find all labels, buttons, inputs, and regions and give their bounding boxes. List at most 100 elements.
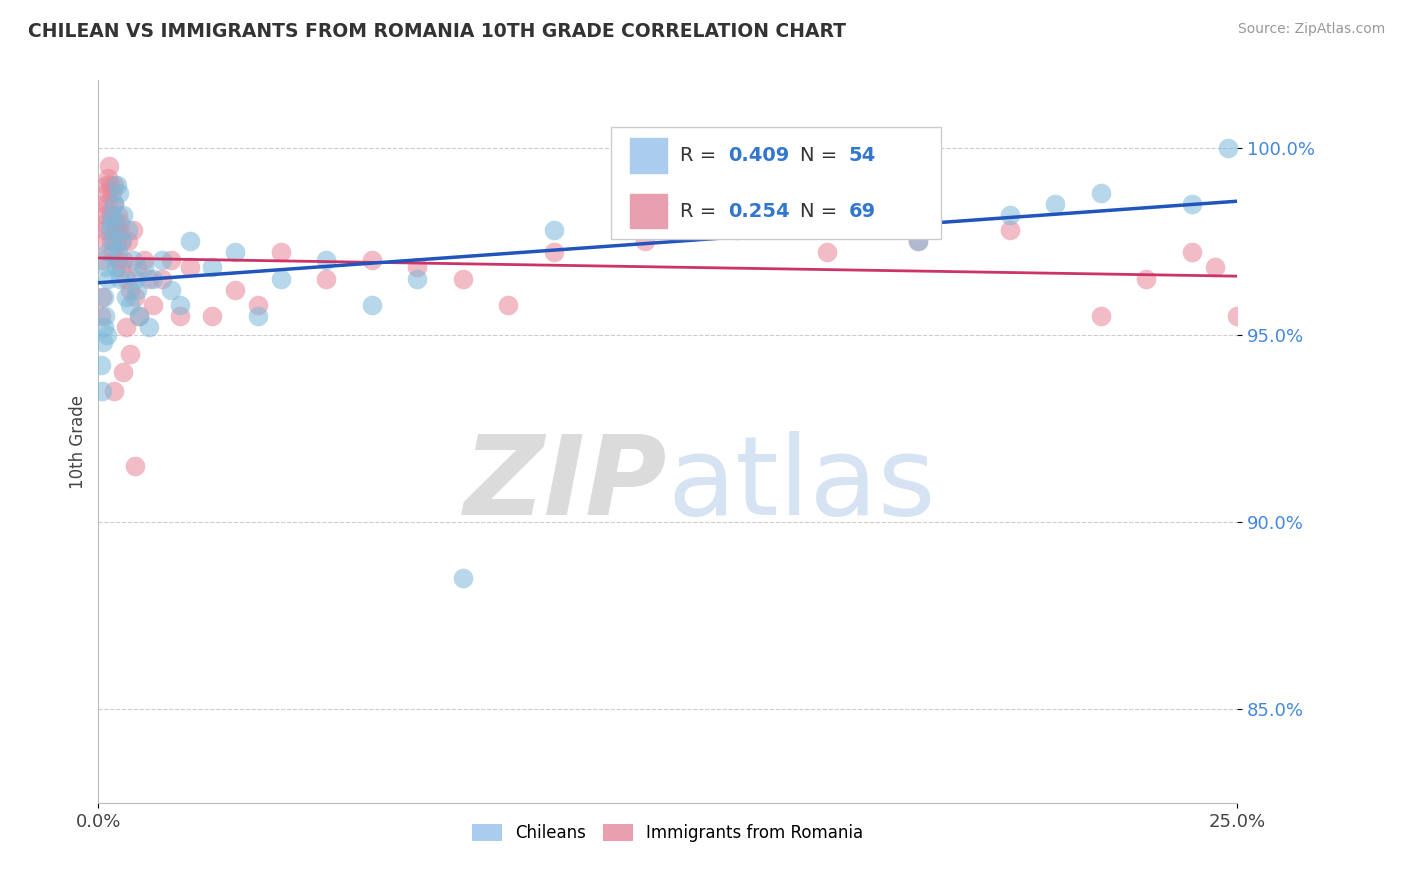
- Point: [94, 208, 117, 222]
- Point: [360, 252, 382, 267]
- Point: [93, 320, 115, 334]
- Point: [96, 178, 118, 193]
- Point: [1090, 309, 1112, 323]
- Point: [110, 260, 132, 275]
- Point: [1204, 260, 1226, 275]
- Point: [98, 160, 121, 174]
- Point: [224, 283, 246, 297]
- Point: [634, 234, 657, 248]
- Point: [108, 186, 131, 200]
- Point: [107, 208, 129, 222]
- Point: [103, 178, 125, 193]
- Point: [1218, 141, 1240, 155]
- Text: N =: N =: [800, 146, 844, 165]
- Point: [725, 196, 748, 211]
- Point: [1135, 271, 1157, 285]
- Point: [150, 252, 173, 267]
- Point: [142, 298, 165, 312]
- Point: [90, 309, 112, 323]
- Bar: [630, 138, 666, 173]
- Point: [543, 223, 565, 237]
- Point: [160, 252, 183, 267]
- Point: [91, 252, 114, 267]
- Point: [103, 196, 125, 211]
- Point: [112, 365, 135, 379]
- Point: [93, 215, 115, 229]
- Point: [104, 260, 127, 275]
- Point: [108, 223, 131, 237]
- Point: [634, 208, 657, 222]
- Text: R =: R =: [681, 202, 723, 220]
- Point: [93, 196, 115, 211]
- Point: [725, 223, 748, 237]
- Point: [998, 223, 1021, 237]
- Point: [124, 458, 146, 473]
- Point: [100, 215, 122, 229]
- Point: [103, 196, 125, 211]
- Y-axis label: 10th Grade: 10th Grade: [69, 394, 87, 489]
- Point: [132, 260, 155, 275]
- Point: [96, 260, 118, 275]
- Text: N =: N =: [800, 202, 844, 220]
- Text: atlas: atlas: [668, 432, 936, 539]
- Point: [498, 298, 520, 312]
- Point: [138, 271, 160, 285]
- Point: [120, 283, 142, 297]
- Point: [815, 215, 838, 229]
- Point: [138, 320, 160, 334]
- Point: [179, 260, 201, 275]
- Point: [1226, 309, 1249, 323]
- Point: [98, 178, 121, 193]
- Point: [121, 252, 143, 267]
- Point: [1043, 196, 1066, 211]
- Point: [111, 234, 134, 248]
- Point: [110, 215, 132, 229]
- Point: [451, 571, 474, 585]
- Point: [97, 245, 120, 260]
- Text: 0.254: 0.254: [728, 202, 790, 220]
- Point: [96, 327, 118, 342]
- Point: [120, 298, 142, 312]
- Point: [124, 290, 146, 304]
- Point: [121, 223, 143, 237]
- Point: [451, 271, 474, 285]
- Point: [114, 290, 136, 304]
- Point: [100, 234, 122, 248]
- Point: [907, 234, 929, 248]
- Point: [97, 196, 120, 211]
- Bar: [630, 194, 666, 228]
- Point: [90, 290, 112, 304]
- Point: [91, 234, 114, 248]
- Point: [179, 234, 201, 248]
- Point: [128, 309, 150, 323]
- Text: Source: ZipAtlas.com: Source: ZipAtlas.com: [1237, 22, 1385, 37]
- Point: [201, 309, 224, 323]
- Point: [270, 271, 292, 285]
- Point: [105, 178, 128, 193]
- Point: [105, 234, 128, 248]
- Point: [112, 252, 135, 267]
- Point: [93, 290, 115, 304]
- Point: [98, 223, 121, 237]
- Point: [107, 245, 129, 260]
- Text: CHILEAN VS IMMIGRANTS FROM ROMANIA 10TH GRADE CORRELATION CHART: CHILEAN VS IMMIGRANTS FROM ROMANIA 10TH …: [28, 22, 846, 41]
- Point: [94, 223, 117, 237]
- Point: [406, 271, 429, 285]
- Point: [315, 271, 337, 285]
- Text: 54: 54: [849, 146, 876, 165]
- Point: [132, 252, 155, 267]
- Point: [270, 245, 292, 260]
- Point: [201, 260, 224, 275]
- Point: [150, 271, 173, 285]
- Point: [127, 283, 149, 297]
- Point: [315, 252, 337, 267]
- Point: [110, 234, 132, 248]
- Legend: Chileans, Immigrants from Romania: Chileans, Immigrants from Romania: [465, 817, 870, 848]
- Text: ZIP: ZIP: [464, 432, 668, 539]
- Point: [96, 170, 118, 185]
- Point: [120, 346, 142, 360]
- Point: [114, 320, 136, 334]
- Point: [117, 223, 139, 237]
- Point: [101, 245, 124, 260]
- Point: [107, 252, 129, 267]
